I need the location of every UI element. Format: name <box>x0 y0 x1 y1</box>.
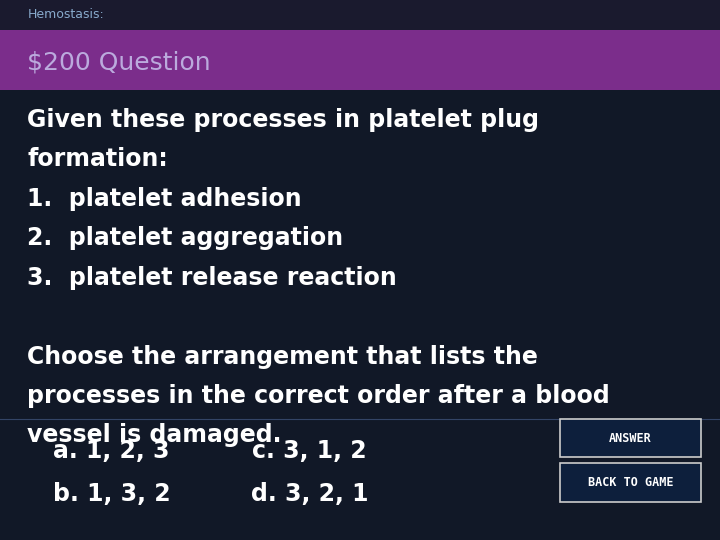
Text: ANSWER: ANSWER <box>609 431 652 444</box>
Text: vessel is damaged.: vessel is damaged. <box>27 423 282 447</box>
Text: c. 3, 1, 2: c. 3, 1, 2 <box>252 439 367 463</box>
Text: d. 3, 2, 1: d. 3, 2, 1 <box>251 482 369 506</box>
Text: processes in the correct order after a blood: processes in the correct order after a b… <box>27 384 610 408</box>
Bar <box>0 30 720 90</box>
Bar <box>0 0 720 30</box>
Text: BACK TO GAME: BACK TO GAME <box>588 476 673 489</box>
Text: $200 Question: $200 Question <box>27 51 211 75</box>
Text: b. 1, 3, 2: b. 1, 3, 2 <box>53 482 171 506</box>
Text: a. 1, 2, 3: a. 1, 2, 3 <box>53 439 170 463</box>
Bar <box>560 463 701 502</box>
Text: Choose the arrangement that lists the: Choose the arrangement that lists the <box>27 345 539 368</box>
Text: 1.  platelet adhesion: 1. platelet adhesion <box>27 187 302 211</box>
Text: Given these processes in platelet plug: Given these processes in platelet plug <box>27 108 539 132</box>
Text: Hemostasis:: Hemostasis: <box>27 8 104 22</box>
Text: formation:: formation: <box>27 147 168 171</box>
Text: 2.  platelet aggregation: 2. platelet aggregation <box>27 226 343 250</box>
Bar <box>560 418 701 457</box>
Text: 3.  platelet release reaction: 3. platelet release reaction <box>27 266 397 289</box>
